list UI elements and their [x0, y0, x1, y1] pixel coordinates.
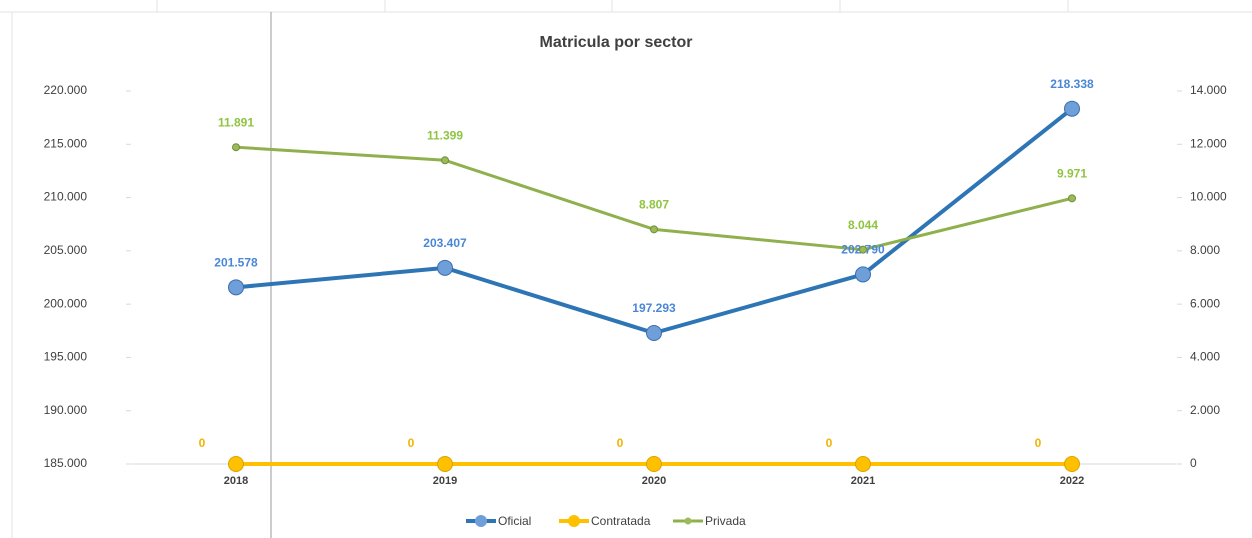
data-label: 0 [617, 436, 624, 450]
data-label: 0 [1035, 436, 1042, 450]
data-label: 9.971 [1057, 167, 1087, 181]
data-point [1064, 100, 1080, 117]
x-tick-label: 2021 [851, 475, 875, 487]
data-point [855, 456, 871, 472]
y-tick-label: 215.000 [44, 136, 88, 150]
data-label: 8.807 [639, 198, 669, 212]
data-point [437, 456, 453, 472]
data-point [1068, 194, 1076, 203]
y2-tick-label: 14.000 [1190, 83, 1227, 97]
y2-tick-label: 6.000 [1190, 296, 1220, 310]
data-point [646, 324, 662, 341]
data-label: 11.891 [218, 115, 254, 129]
y-tick-label: 205.000 [44, 243, 88, 257]
data-point [437, 259, 453, 276]
data-label: 203.407 [423, 236, 467, 250]
data-point [1064, 456, 1080, 472]
y-tick-label: 185.000 [44, 456, 88, 470]
y2-tick-label: 12.000 [1190, 136, 1227, 150]
data-label: 197.293 [632, 301, 676, 315]
data-point [228, 279, 244, 296]
data-point [232, 143, 240, 152]
y2-tick-label: 2.000 [1190, 403, 1220, 417]
x-tick-label: 2018 [224, 475, 248, 487]
x-tick-label: 2020 [642, 475, 666, 487]
y-tick-label: 200.000 [44, 296, 88, 310]
data-point [855, 266, 871, 283]
chart-title: Matricula por sector [540, 34, 693, 51]
data-label: 0 [408, 436, 415, 450]
data-point [859, 245, 867, 254]
y2-tick-label: 10.000 [1190, 190, 1227, 204]
legend-label: Oficial [498, 514, 531, 528]
y-tick-label: 195.000 [44, 350, 88, 364]
legend-marker [684, 517, 692, 525]
y2-tick-label: 8.000 [1190, 243, 1220, 257]
x-tick-label: 2019 [433, 475, 457, 487]
data-point [228, 456, 244, 472]
y-tick-label: 190.000 [44, 403, 88, 417]
data-point [441, 156, 449, 165]
y2-tick-label: 0 [1190, 456, 1197, 470]
data-label: 8.044 [848, 218, 878, 232]
data-label: 11.399 [427, 128, 463, 142]
y2-tick-label: 4.000 [1190, 350, 1220, 364]
legend-marker [475, 515, 487, 527]
data-label: 0 [826, 436, 833, 450]
data-point [650, 225, 658, 234]
legend-label: Privada [705, 514, 746, 528]
legend-marker [568, 515, 580, 527]
x-tick-label: 2022 [1060, 475, 1084, 487]
data-label: 0 [199, 436, 206, 450]
data-label: 201.578 [214, 255, 258, 269]
data-point [646, 456, 662, 472]
y-tick-label: 210.000 [44, 190, 88, 204]
legend-label: Contratada [591, 514, 651, 528]
y-tick-label: 220.000 [44, 83, 88, 97]
data-label: 218.338 [1050, 77, 1094, 91]
